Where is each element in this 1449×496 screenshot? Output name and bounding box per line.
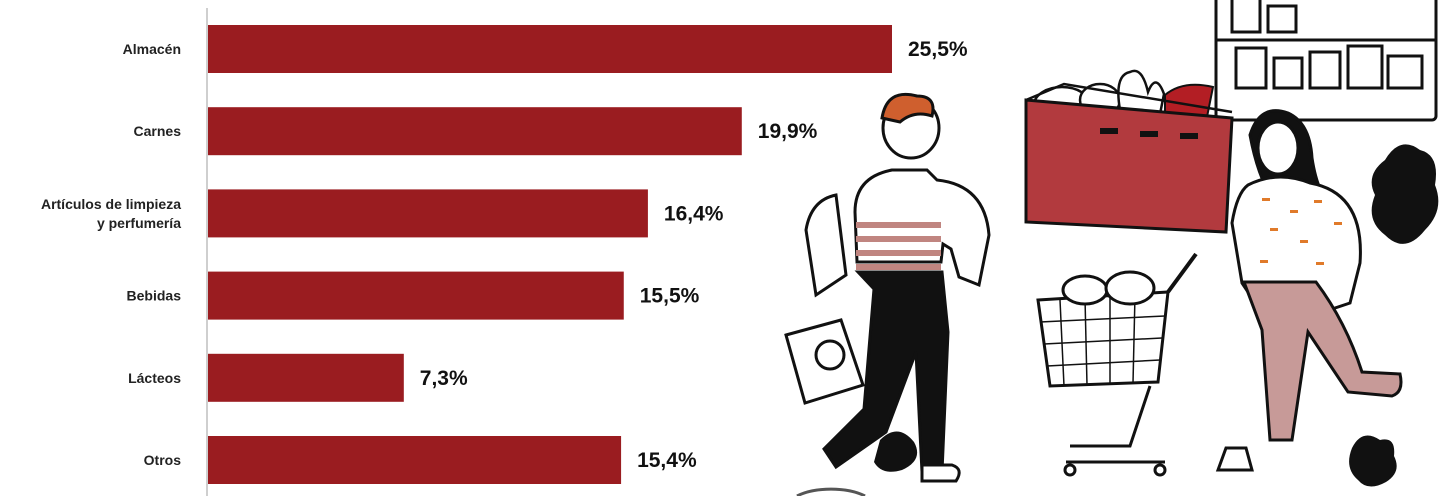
value-label: 19,9%	[758, 120, 818, 143]
bush-icon	[1349, 435, 1397, 487]
category-label: Bebidas	[127, 288, 182, 304]
circle-outline-icon	[796, 487, 866, 496]
value-label: 15,4%	[637, 449, 697, 472]
bar	[208, 107, 742, 156]
category-label: Lácteos	[128, 370, 181, 386]
man-shopper-icon	[784, 92, 991, 483]
bar	[208, 189, 648, 238]
bars-group: 25,5% Almacén 19,9% Carnes 16,4% Artículos de…	[41, 25, 968, 484]
bush-icon	[1371, 144, 1439, 244]
bar	[208, 271, 624, 320]
woman-shopper-icon	[1036, 109, 1403, 477]
value-label: 25,5%	[908, 38, 968, 61]
value-label: 7,3%	[420, 367, 468, 390]
category-label: Almacén	[123, 41, 181, 57]
produce-crate-icon	[1024, 69, 1234, 234]
bar	[208, 353, 404, 402]
category-label: Otros	[144, 452, 182, 468]
value-label: 16,4%	[664, 202, 724, 225]
value-label: 15,5%	[640, 285, 700, 308]
category-label: Carnes	[134, 123, 182, 139]
category-label: y perfumería	[97, 215, 181, 231]
bar	[208, 25, 892, 73]
bar	[208, 436, 622, 484]
category-label: Artículos de limpieza	[41, 196, 181, 212]
shelf-icon	[1214, 0, 1438, 122]
